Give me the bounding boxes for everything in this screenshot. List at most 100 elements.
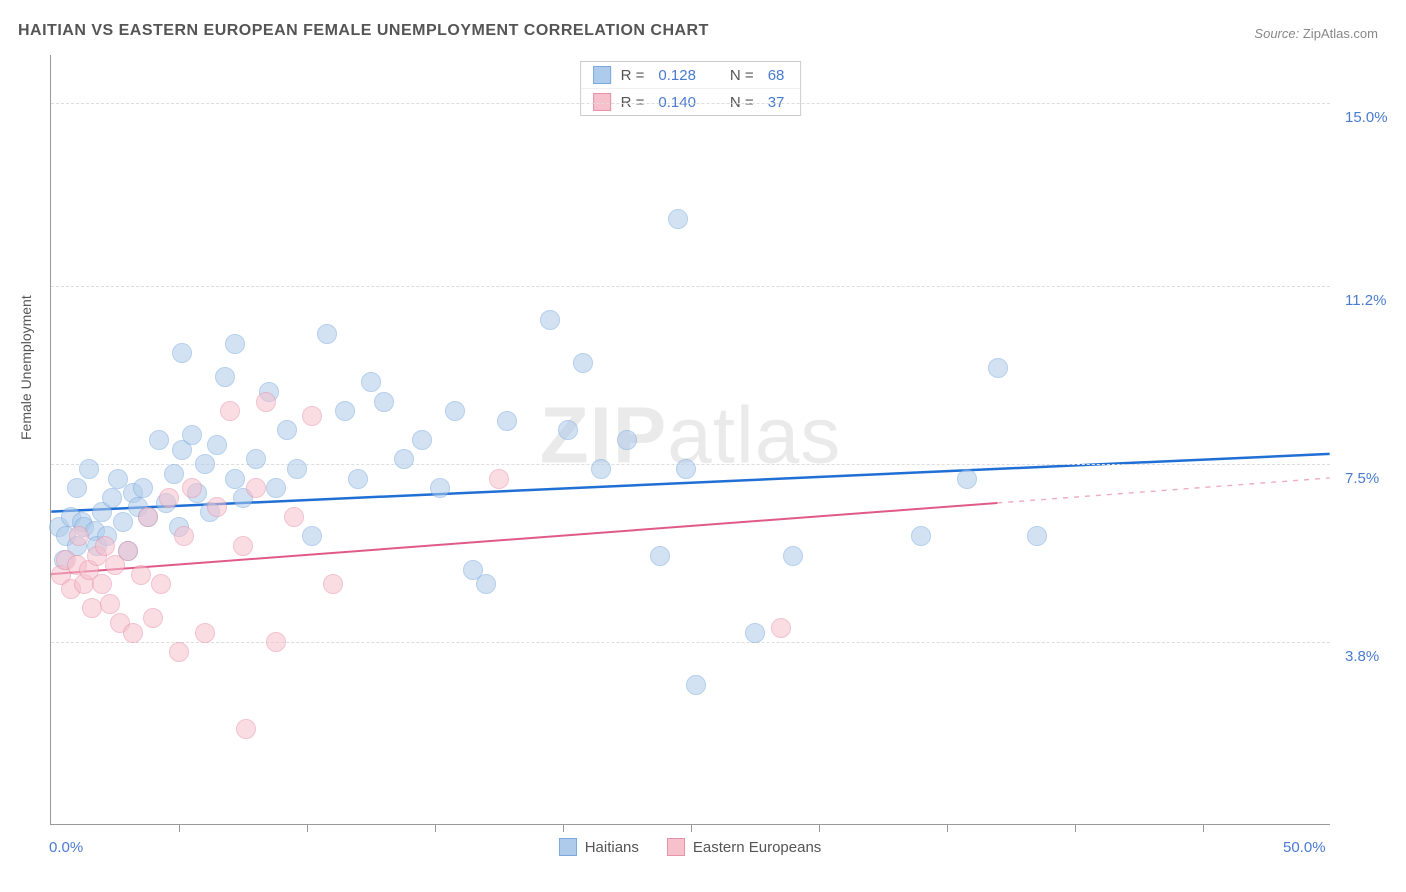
scatter-point [256,392,276,412]
scatter-point [233,536,253,556]
x-tick [1203,824,1204,832]
scatter-point [207,497,227,517]
gridline-h [51,642,1330,643]
x-tick [307,824,308,832]
scatter-point [113,512,133,532]
scatter-point [69,526,89,546]
scatter-point [783,546,803,566]
y-tick-label: 15.0% [1345,109,1388,126]
legend-n-value: 37 [768,94,785,111]
scatter-point [169,642,189,662]
scatter-point [102,488,122,508]
legend-stats-row: R = 0.128 N = 68 [581,62,801,88]
scatter-point [246,478,266,498]
y-tick-label: 3.8% [1345,648,1379,665]
scatter-point [957,469,977,489]
legend-swatch [667,838,685,856]
legend-r-value: 0.128 [658,67,696,84]
legend-series-name: Haitians [585,839,639,856]
chart-container: HAITIAN VS EASTERN EUROPEAN FEMALE UNEMP… [0,0,1406,892]
scatter-point [174,526,194,546]
scatter-point [394,449,414,469]
scatter-point [412,430,432,450]
scatter-point [335,401,355,421]
scatter-point [182,425,202,445]
scatter-point [92,574,112,594]
scatter-point [266,478,286,498]
scatter-point [476,574,496,594]
scatter-point [430,478,450,498]
legend-item: Eastern Europeans [667,838,821,856]
legend-swatch [559,838,577,856]
scatter-point [100,594,120,614]
x-tick [819,824,820,832]
scatter-point [277,420,297,440]
scatter-point [149,430,169,450]
scatter-point [317,324,337,344]
scatter-point [302,406,322,426]
scatter-point [445,401,465,421]
scatter-point [220,401,240,421]
scatter-point [686,675,706,695]
scatter-point [489,469,509,489]
y-tick-label: 7.5% [1345,470,1379,487]
scatter-point [374,392,394,412]
legend-r-label: R = [621,94,645,111]
legend-bottom: Haitians Eastern Europeans [50,838,1330,856]
scatter-point [195,623,215,643]
scatter-point [246,449,266,469]
scatter-point [1027,526,1047,546]
legend-stats-box: R = 0.128 N = 68 R = 0.140 N = 37 [580,61,802,116]
x-tick [435,824,436,832]
scatter-point [138,507,158,527]
plot-area: ZIPatlas R =0.128N =68R =0.140N =37 3.8%… [50,55,1330,825]
scatter-point [215,367,235,387]
scatter-point [287,459,307,479]
y-axis-title: Female Unemployment [18,295,34,440]
scatter-point [79,459,99,479]
legend-swatch [593,93,611,111]
scatter-point [118,541,138,561]
scatter-point [131,565,151,585]
scatter-point [771,618,791,638]
scatter-point [164,464,184,484]
source-label: Source: [1254,26,1299,41]
scatter-point [348,469,368,489]
scatter-point [182,478,202,498]
scatter-point [591,459,611,479]
scatter-point [123,623,143,643]
legend-n-value: 68 [768,67,785,84]
scatter-point [988,358,1008,378]
y-tick-label: 11.2% [1345,292,1386,309]
legend-n-label: N = [730,94,754,111]
scatter-point [540,310,560,330]
scatter-point [133,478,153,498]
scatter-point [95,536,115,556]
legend-item: Haitians [559,838,639,856]
legend-r-label: R = [621,67,645,84]
scatter-point [617,430,637,450]
gridline-h [51,286,1330,287]
scatter-point [573,353,593,373]
scatter-point [236,719,256,739]
scatter-point [745,623,765,643]
scatter-point [225,469,245,489]
trend-line-extrapolated [997,478,1329,503]
scatter-point [207,435,227,455]
scatter-point [558,420,578,440]
scatter-point [650,546,670,566]
legend-n-label: N = [730,67,754,84]
source-attribution: Source: ZipAtlas.com [1254,26,1378,41]
scatter-point [225,334,245,354]
chart-title: HAITIAN VS EASTERN EUROPEAN FEMALE UNEMP… [18,22,709,40]
scatter-point [151,574,171,594]
scatter-point [676,459,696,479]
gridline-h [51,103,1330,104]
scatter-point [143,608,163,628]
x-tick [1075,824,1076,832]
scatter-point [323,574,343,594]
legend-r-value: 0.140 [658,94,696,111]
x-tick [563,824,564,832]
source-value: ZipAtlas.com [1303,26,1378,41]
scatter-point [497,411,517,431]
